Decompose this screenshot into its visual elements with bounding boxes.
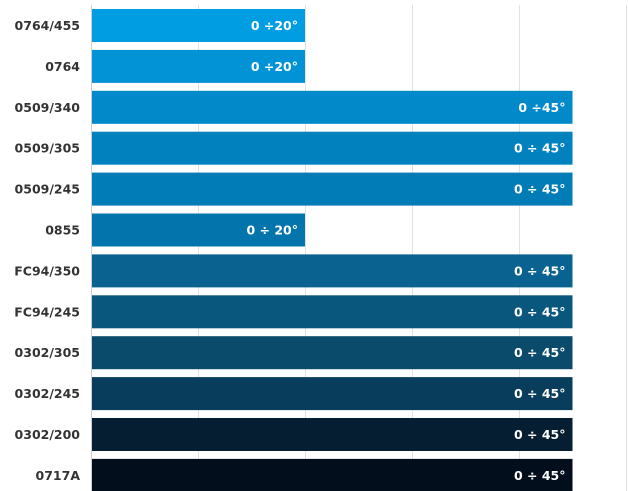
bar (92, 213, 305, 247)
bar (92, 90, 573, 124)
bars (92, 9, 573, 491)
data-label: 0 ÷ 45° (514, 141, 566, 156)
data-label: 0 ÷20° (251, 18, 298, 33)
data-label: 0 ÷ 45° (514, 304, 566, 319)
data-label: 0 ÷ 45° (514, 263, 566, 278)
data-label: 0 ÷ 45° (514, 182, 566, 197)
data-label: 0 ÷45° (518, 100, 565, 115)
category-label: FC94/245 (14, 304, 80, 319)
bar (92, 131, 573, 165)
bar (92, 49, 305, 83)
category-label: 0509/305 (15, 141, 80, 156)
category-label: 0302/245 (15, 386, 80, 401)
category-label: 0764 (45, 59, 80, 74)
data-label: 0 ÷ 45° (514, 468, 566, 483)
category-label: 0855 (45, 223, 80, 238)
category-label: FC94/350 (14, 263, 80, 278)
bar (92, 458, 573, 491)
grid-lines (91, 5, 627, 491)
category-label: 0302/200 (15, 427, 81, 442)
category-label: 0717A (36, 468, 81, 483)
labels: 0764/455 0 ÷20° 0764 0 ÷20° 0509/340 0 ÷45° 05… (14, 18, 565, 483)
category-label: 0509/245 (15, 182, 80, 197)
category-label: 0302/305 (15, 345, 80, 360)
bar (92, 254, 573, 288)
category-label: 0509/340 (15, 100, 81, 115)
data-label: 0 ÷ 45° (514, 386, 566, 401)
category-label: 0764/455 (15, 18, 80, 33)
bar (92, 9, 305, 42)
bar (92, 172, 573, 206)
data-label: 0 ÷ 20° (246, 223, 298, 238)
bar (92, 418, 573, 451)
bar (92, 295, 573, 329)
bar (92, 336, 573, 370)
data-label: 0 ÷ 45° (514, 345, 566, 360)
data-label: 0 ÷ 45° (514, 427, 566, 442)
bar (92, 377, 573, 411)
data-label: 0 ÷20° (251, 59, 298, 74)
